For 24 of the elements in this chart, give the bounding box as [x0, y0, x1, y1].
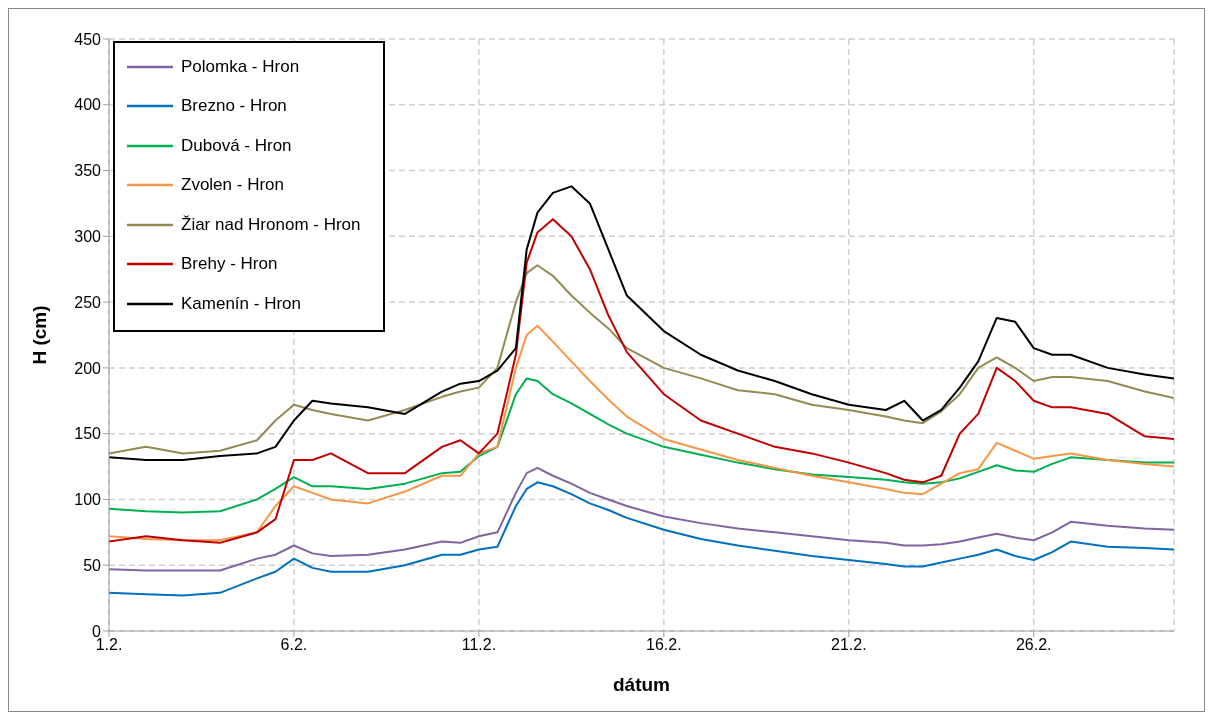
- x-tick-label: 26.2.: [1015, 636, 1052, 654]
- legend-label: Žiar nad Hronom - Hron: [181, 214, 361, 235]
- legend-label: Brehy - Hron: [181, 254, 278, 275]
- y-tick-label: 300: [74, 228, 102, 246]
- y-tick-label: 100: [74, 491, 102, 509]
- legend-label: Kamenín - Hron: [181, 293, 301, 314]
- y-tick-label: 450: [74, 30, 102, 48]
- x-axis-title: dátum: [613, 674, 670, 695]
- x-tick-label: 1.2.: [95, 636, 123, 654]
- y-tick-label: 250: [74, 293, 102, 311]
- legend-label: Zvolen - Hron: [181, 175, 284, 196]
- x-tick-label: 11.2.: [461, 636, 497, 654]
- y-tick-label: 350: [74, 162, 102, 180]
- legend-label: Brezno - Hron: [181, 96, 287, 117]
- y-axis-title: H (cm): [28, 305, 50, 365]
- y-tick-label: 150: [74, 425, 102, 443]
- x-tick-label: 16.2.: [646, 636, 682, 654]
- y-tick-label: 400: [74, 96, 102, 114]
- legend-label: Dubová - Hron: [181, 135, 292, 156]
- x-tick-label: 21.2.: [831, 636, 867, 654]
- legend-label: Polomka - Hron: [181, 56, 300, 77]
- x-tick-label: 6.2.: [280, 636, 308, 654]
- y-tick-label: 50: [83, 556, 102, 574]
- y-tick-label: 200: [74, 359, 102, 377]
